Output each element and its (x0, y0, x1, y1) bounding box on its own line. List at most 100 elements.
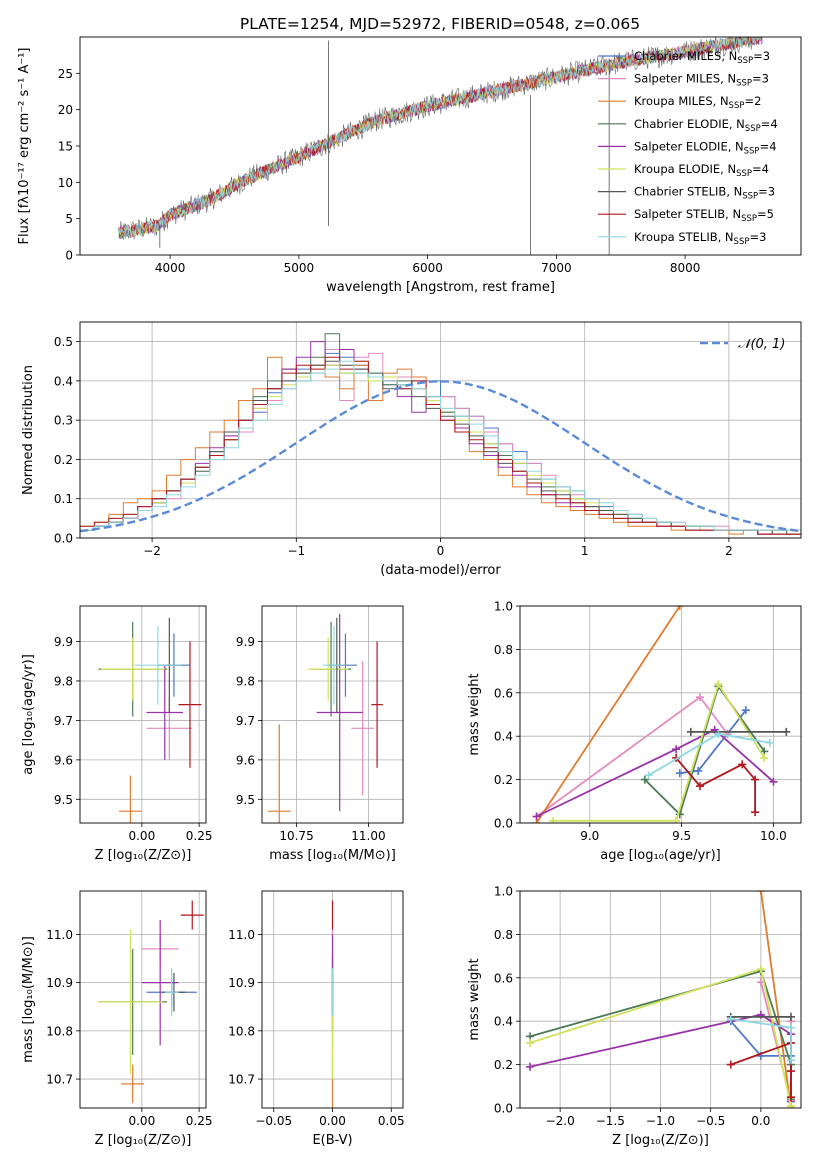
y-tick-label: 10.8 (46, 1024, 73, 1038)
y-tick-label: 0.1 (54, 492, 73, 506)
weight-marker-kroupa_stelib (726, 1015, 735, 1024)
x-axis-label: age [log₁₀(age/yr)] (600, 848, 721, 863)
mass-vs-ebv-panel: −0.05 0.00 0.05 10.7 10.8 10.9 11.0 E(B-V) (228, 890, 405, 1148)
figure-title: PLATE=1254, MJD=52972, FIBERID=0548, z=0… (240, 15, 640, 33)
age-vs-Z-panel: 0.00 0.25 9.5 9.6 9.7 9.8 9.9 Z [log₁₀(Z/Z⊙)] ag… (21, 605, 212, 863)
weight-vs-age-panel: 9.0 9.5 10.0 0.0 0.2 0.4 0.6 0.8 1.0 age [log₁₀(a… (467, 600, 802, 863)
y-tick-label: 9.6 (54, 753, 73, 767)
legend-sub: SSP (736, 169, 752, 179)
residuals-panel: −2 −1 0 1 2 0.0 0.1 0.2 0.3 0.4 0.5 (data-model)/er… (21, 321, 802, 578)
y-tick-label: 9.7 (236, 714, 255, 728)
x-tick-label: 5000 (284, 261, 315, 275)
weight-marker-salpeter_stelib (786, 1067, 795, 1076)
legend-label-chabrier_elodie: Chabrier ELODIE, NSSP=4 (634, 117, 778, 134)
legend-label-salpeter_miles: Salpeter MILES, NSSP=3 (634, 72, 769, 89)
legend-suffix: =4 (760, 139, 777, 153)
y-tick-label: 9.8 (54, 674, 73, 688)
y-tick-label: 11.0 (228, 928, 255, 942)
y-tick-label: 10.8 (228, 1024, 255, 1038)
weight-marker-salpeter_stelib (786, 1093, 795, 1102)
weight-marker-kroupa_stelib (714, 730, 723, 739)
x-axis-label: (data-model)/error (380, 563, 501, 578)
legend-sub: SSP (741, 214, 757, 224)
weight-line-kroupa_elodie (553, 681, 766, 822)
x-tick-label: −2 (143, 544, 161, 558)
legend-text: Salpeter STELIB, N (634, 207, 741, 221)
legend-suffix: =3 (749, 230, 766, 244)
legend-text: Kroupa ELODIE, N (634, 162, 736, 176)
x-tick-label: 0.00 (128, 1114, 155, 1128)
x-tick-label: −0.05 (255, 1114, 292, 1128)
y-tick-label: 9.6 (236, 753, 255, 767)
y-tick-label: 9.5 (236, 793, 255, 807)
weight-marker-chabrier_stelib (782, 727, 791, 736)
weight-line-chabrier_elodie (644, 684, 766, 816)
y-tick-label: 0.8 (494, 643, 513, 657)
y-tick-label: 0.0 (54, 532, 73, 546)
y-axis-label: mass weight (467, 673, 482, 755)
x-axis-label: E(B-V) (312, 1133, 352, 1148)
weight-marker-salpeter_stelib (738, 760, 747, 769)
weight-line-kroupa_miles (535, 606, 681, 823)
legend-label-salpeter_elodie: Salpeter ELODIE, NSSP=4 (634, 139, 777, 156)
hist-step-kroupa_stelib (80, 360, 801, 531)
weight-marker-chabrier_miles (675, 769, 684, 778)
x-axis-label: Z [log₁₀(Z/Z⊙)] (95, 848, 192, 863)
weight-marker-salpeter_stelib (726, 1060, 735, 1069)
y-tick-label: 0.5 (54, 335, 73, 349)
legend-text: Chabrier MILES, N (634, 49, 737, 63)
axes-frame (519, 890, 802, 1109)
x-tick-label: 0.00 (319, 1114, 346, 1128)
legend-text: Kroupa MILES, N (634, 94, 729, 108)
x-tick-label: 11.00 (351, 829, 385, 843)
legend-sub: SSP (736, 79, 752, 89)
axes-frame (261, 605, 404, 824)
x-axis-label: wavelength [Angstrom, rest frame] (326, 280, 555, 295)
weight-marker-kroupa_elodie (714, 680, 723, 689)
y-tick-label: 0.2 (494, 1058, 513, 1072)
legend-sub: SSP (729, 101, 745, 111)
weight-marker-chabrier_stelib (786, 1012, 795, 1021)
mass-vs-Z-panel: 0.00 0.25 10.7 10.8 10.9 11.0 Z [log₁₀(Z/Z⊙)] m… (21, 890, 213, 1148)
x-tick-label: 2 (725, 544, 733, 558)
x-tick-label: 8000 (670, 261, 701, 275)
y-tick-label: 10.7 (46, 1073, 73, 1087)
legend-sub: SSP (734, 237, 750, 247)
legend-suffix: =4 (752, 162, 769, 176)
y-tick-label: 10 (58, 176, 73, 190)
x-tick-label: 9.5 (672, 829, 691, 843)
weight-marker-kroupa_elodie (786, 1101, 795, 1108)
legend-text: Salpeter ELODIE, N (634, 139, 744, 153)
y-tick-label: 0.6 (494, 971, 513, 985)
y-axis-label: age [log₁₀(age/yr)] (21, 654, 36, 775)
y-tick-label: 11.0 (46, 928, 73, 942)
x-tick-label: 7000 (541, 261, 572, 275)
legend-label-chabrier_miles: Chabrier MILES, NSSP=3 (634, 49, 770, 66)
axes-frame (79, 605, 207, 824)
normal-curve (80, 380, 801, 533)
axes-frame (79, 321, 802, 539)
weight-marker-kroupa_elodie (756, 965, 765, 974)
x-tick-label: 0.00 (128, 829, 155, 843)
legend-label-kroupa_miles: Kroupa MILES, NSSP=2 (634, 94, 761, 111)
spectrum-panel: 4000 5000 6000 7000 8000 0 5 10 15 20 25 wavelength… (17, 36, 802, 295)
legend-suffix: =2 (744, 94, 761, 108)
x-tick-label: 0.25 (186, 1114, 213, 1128)
y-tick-label: 9.8 (236, 674, 255, 688)
x-tick-label: 1 (581, 544, 589, 558)
x-tick-label: 0.05 (378, 1114, 405, 1128)
weight-marker-chabrier_miles (741, 706, 750, 715)
spectrum-line-kroupa_stelib (118, 37, 763, 240)
panels: 4000 5000 6000 7000 80000510152025wavelength… (17, 36, 802, 1148)
weight-vs-Z-series (526, 891, 795, 1108)
y-tick-label: 9.5 (54, 793, 73, 807)
y-tick-label: 10.9 (46, 976, 73, 990)
x-axis-label: Z [log₁₀(Z/Z⊙)] (612, 1133, 709, 1148)
age-vs-mass-panel: 10.75 11.00 9.5 9.6 9.7 9.8 9.9 mass [log₁₀(M/M… (236, 605, 404, 863)
x-tick-label: −1.5 (596, 1114, 625, 1128)
legend-suffix: =3 (753, 49, 770, 63)
weight-marker-chabrier_elodie (640, 775, 649, 784)
y-tick-label: 25 (58, 67, 73, 81)
